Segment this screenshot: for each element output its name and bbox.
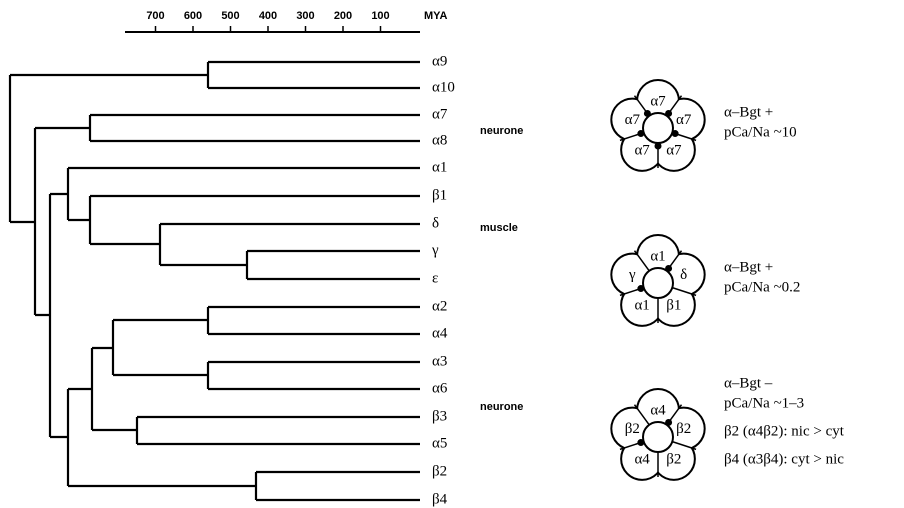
subunit-label: α7 — [676, 112, 692, 128]
binding-site — [672, 130, 679, 137]
leaf-label: β3 — [432, 408, 447, 424]
subunit-label: δ — [680, 267, 687, 283]
subunit-label: β1 — [666, 297, 681, 313]
tick-label: 700 — [146, 10, 164, 22]
leaf-label: α4 — [432, 325, 448, 341]
leaf-label: α3 — [432, 353, 447, 369]
receptor-note: α–Bgt + — [724, 104, 773, 120]
tick-label: 200 — [334, 10, 352, 22]
tick-label: 500 — [221, 10, 239, 22]
tick-label: 400 — [259, 10, 277, 22]
subunit-label: α7 — [666, 142, 682, 158]
subunit-label: α7 — [625, 112, 641, 128]
receptor-note: pCa/Na ~0.2 — [724, 279, 800, 295]
binding-site — [637, 130, 644, 137]
leaf-label: α10 — [432, 79, 455, 95]
binding-site — [644, 110, 651, 117]
receptor-note: α–Bgt + — [724, 259, 773, 275]
leaf-label: β1 — [432, 187, 447, 203]
subunit-label: α4 — [634, 451, 650, 467]
tick-label: 300 — [296, 10, 314, 22]
leaf-label: α1 — [432, 159, 447, 175]
binding-site — [665, 419, 672, 426]
pore — [643, 422, 673, 452]
leaf-label: γ — [431, 242, 439, 258]
binding-site — [637, 285, 644, 292]
leaf-label: β4 — [432, 491, 448, 507]
leaf-label: δ — [432, 215, 439, 231]
subunit-label: α4 — [650, 402, 666, 418]
receptor-note: α–Bgt – — [724, 375, 773, 391]
subunit-label: β2 — [676, 421, 691, 437]
binding-site — [637, 439, 644, 446]
group-label: neurone — [480, 401, 523, 413]
figure: MYA 700600500400300200100α9α10α7α8α1β1δγ… — [0, 0, 904, 508]
subunit-label: α1 — [650, 248, 665, 264]
subunit-label: α1 — [634, 297, 649, 313]
axis-label: MYA — [424, 10, 447, 22]
leaf-label: α6 — [432, 380, 448, 396]
receptor-note: pCa/Na ~1–3 — [724, 395, 804, 411]
pore — [643, 113, 673, 143]
tree — [10, 62, 420, 500]
receptor-note: β4 (α3β4): cyt > nic — [724, 451, 844, 467]
leaf-label: ε — [432, 270, 438, 286]
subunit-label: α7 — [634, 142, 650, 158]
binding-site — [665, 110, 672, 117]
receptor-note: pCa/Na ~10 — [724, 124, 797, 140]
binding-site — [665, 265, 672, 272]
subunit-label: β2 — [666, 451, 681, 467]
subunit-label: α7 — [650, 93, 666, 109]
leaf-label: β2 — [432, 463, 447, 479]
leaf-label: α8 — [432, 132, 447, 148]
group-label: muscle — [480, 222, 518, 234]
leaf-label: α2 — [432, 298, 447, 314]
subunit-label: γ — [628, 267, 636, 283]
group-label: neurone — [480, 125, 523, 137]
tick-label: 600 — [184, 10, 202, 22]
subunit-label: β2 — [625, 421, 640, 437]
pore — [643, 268, 673, 298]
tick-label: 100 — [371, 10, 389, 22]
binding-site — [655, 143, 662, 150]
receptor-note: β2 (α4β2): nic > cyt — [724, 423, 845, 439]
leaf-label: α9 — [432, 53, 447, 69]
leaf-label: α5 — [432, 435, 447, 451]
leaf-label: α7 — [432, 106, 448, 122]
